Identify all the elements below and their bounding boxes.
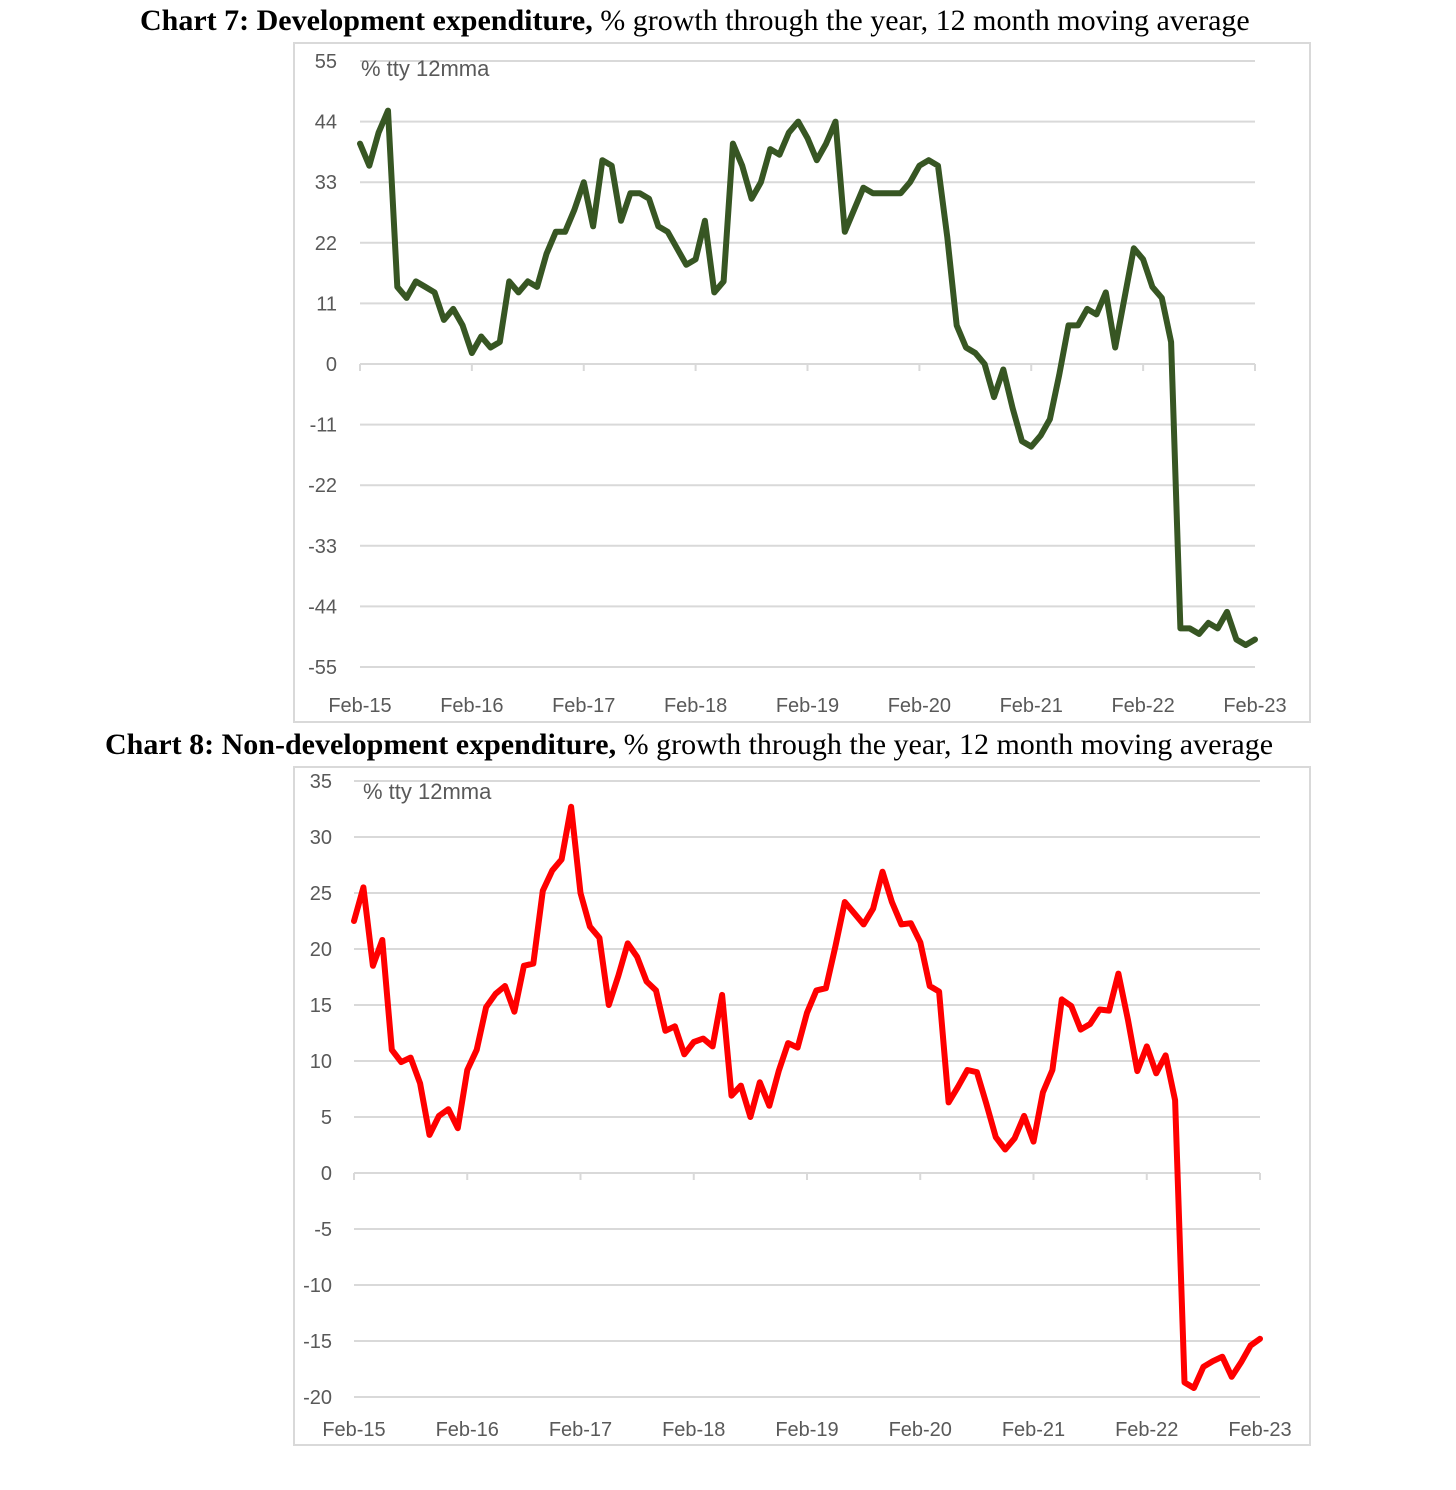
chart-8-x-tick-label: Feb-22 xyxy=(1115,1419,1178,1441)
chart-7-x-tick-label: Feb-15 xyxy=(328,695,391,717)
chart-8-y-tick-label: 20 xyxy=(310,939,332,961)
chart-7-y-tick-label: 55 xyxy=(315,51,337,73)
chart-7-series-line xyxy=(357,107,1258,648)
chart-7-y-tick-label: 22 xyxy=(315,233,337,255)
chart-8-y-tick-label: 35 xyxy=(310,771,332,793)
chart-7-caption-bold: Chart 7: Development expenditure, xyxy=(140,4,593,37)
chart-8-y-tick-label: 25 xyxy=(310,883,332,905)
chart-7-x-tick-label: Feb-18 xyxy=(664,695,727,717)
chart-8-x-tick-label: Feb-16 xyxy=(436,1419,499,1441)
chart-7-plot: 55 44 33 22 11 0 -11 -22 -33 -44 -55 Feb-15 Feb-16 Fe… xyxy=(308,51,1287,717)
chart-7-annotation: % tty 12mma xyxy=(361,56,490,81)
chart-8-x-tick-label: Feb-19 xyxy=(775,1419,838,1441)
chart-8-caption: Chart 8: Non-development expenditure, % … xyxy=(105,727,1273,763)
chart-7-frame: 55 44 33 22 11 0 -11 -22 -33 -44 -55 Feb-15 Feb-16 Fe… xyxy=(293,42,1311,723)
chart-7-x-tick-label: Feb-22 xyxy=(1111,695,1174,717)
chart-7-x-tick-label: Feb-21 xyxy=(1000,695,1063,717)
chart-7-caption: Chart 7: Development expenditure, % grow… xyxy=(140,3,1250,39)
chart-7-y-tick-label: -33 xyxy=(308,536,337,558)
chart-8-y-tick-label: -10 xyxy=(303,1275,332,1297)
chart-7-x-tick-label: Feb-23 xyxy=(1223,695,1286,717)
chart-8-caption-rest: % growth through the year, 12 month movi… xyxy=(616,728,1274,761)
chart-8-x-tick-label: Feb-17 xyxy=(549,1419,612,1441)
chart-7-y-tick-label: -22 xyxy=(308,475,337,497)
chart-7-x-tick-label: Feb-17 xyxy=(552,695,615,717)
chart-8-y-tick-label: -15 xyxy=(303,1331,332,1353)
chart-7-caption-rest: % growth through the year, 12 month movi… xyxy=(592,4,1250,37)
chart-8-annotation: % tty 12mma xyxy=(363,779,492,804)
chart-7-y-tick-label: -55 xyxy=(308,657,337,679)
chart-8-y-tick-label: 30 xyxy=(310,827,332,849)
chart-8-series-line xyxy=(351,803,1263,1391)
chart-7-x-tick-label: Feb-19 xyxy=(776,695,839,717)
chart-7-y-tick-label: -44 xyxy=(308,596,337,618)
chart-8-x-tick-label: Feb-21 xyxy=(1002,1419,1065,1441)
chart-8-caption-bold: Chart 8: Non-development expenditure, xyxy=(105,728,617,761)
chart-7-y-tick-label: 11 xyxy=(316,293,337,315)
chart-8-y-tick-label: 0 xyxy=(321,1163,332,1185)
chart-8-y-tick-label: -20 xyxy=(303,1387,332,1409)
chart-8-x-tick-label: Feb-18 xyxy=(662,1419,725,1441)
chart-7-y-tick-label: 33 xyxy=(315,172,337,194)
chart-8-y-tick-label: 5 xyxy=(321,1107,332,1129)
chart-8-y-tick-label: 10 xyxy=(310,1051,332,1073)
chart-8-x-tick-label: Feb-15 xyxy=(322,1419,385,1441)
chart-8-x-tick-label: Feb-23 xyxy=(1228,1419,1291,1441)
chart-7-x-tick-label: Feb-20 xyxy=(888,695,951,717)
chart-7-x-tick-label: Feb-16 xyxy=(440,695,503,717)
chart-8-y-tick-label: 15 xyxy=(310,995,332,1017)
chart-7-y-tick-label: 44 xyxy=(315,112,337,134)
chart-8-frame: 35 30 25 20 15 10 5 0 -5 -10 -15 -20 Feb-15 Feb-16 Feb… xyxy=(293,766,1311,1446)
chart-8-plot: 35 30 25 20 15 10 5 0 -5 -10 -15 -20 Feb-15 Feb-16 Feb… xyxy=(303,771,1292,1441)
chart-7-y-tick-label: 0 xyxy=(326,354,337,376)
chart-7-y-tick-label: -11 xyxy=(310,415,337,437)
chart-8-y-tick-label: -5 xyxy=(314,1219,332,1241)
chart-8-x-tick-label: Feb-20 xyxy=(889,1419,952,1441)
